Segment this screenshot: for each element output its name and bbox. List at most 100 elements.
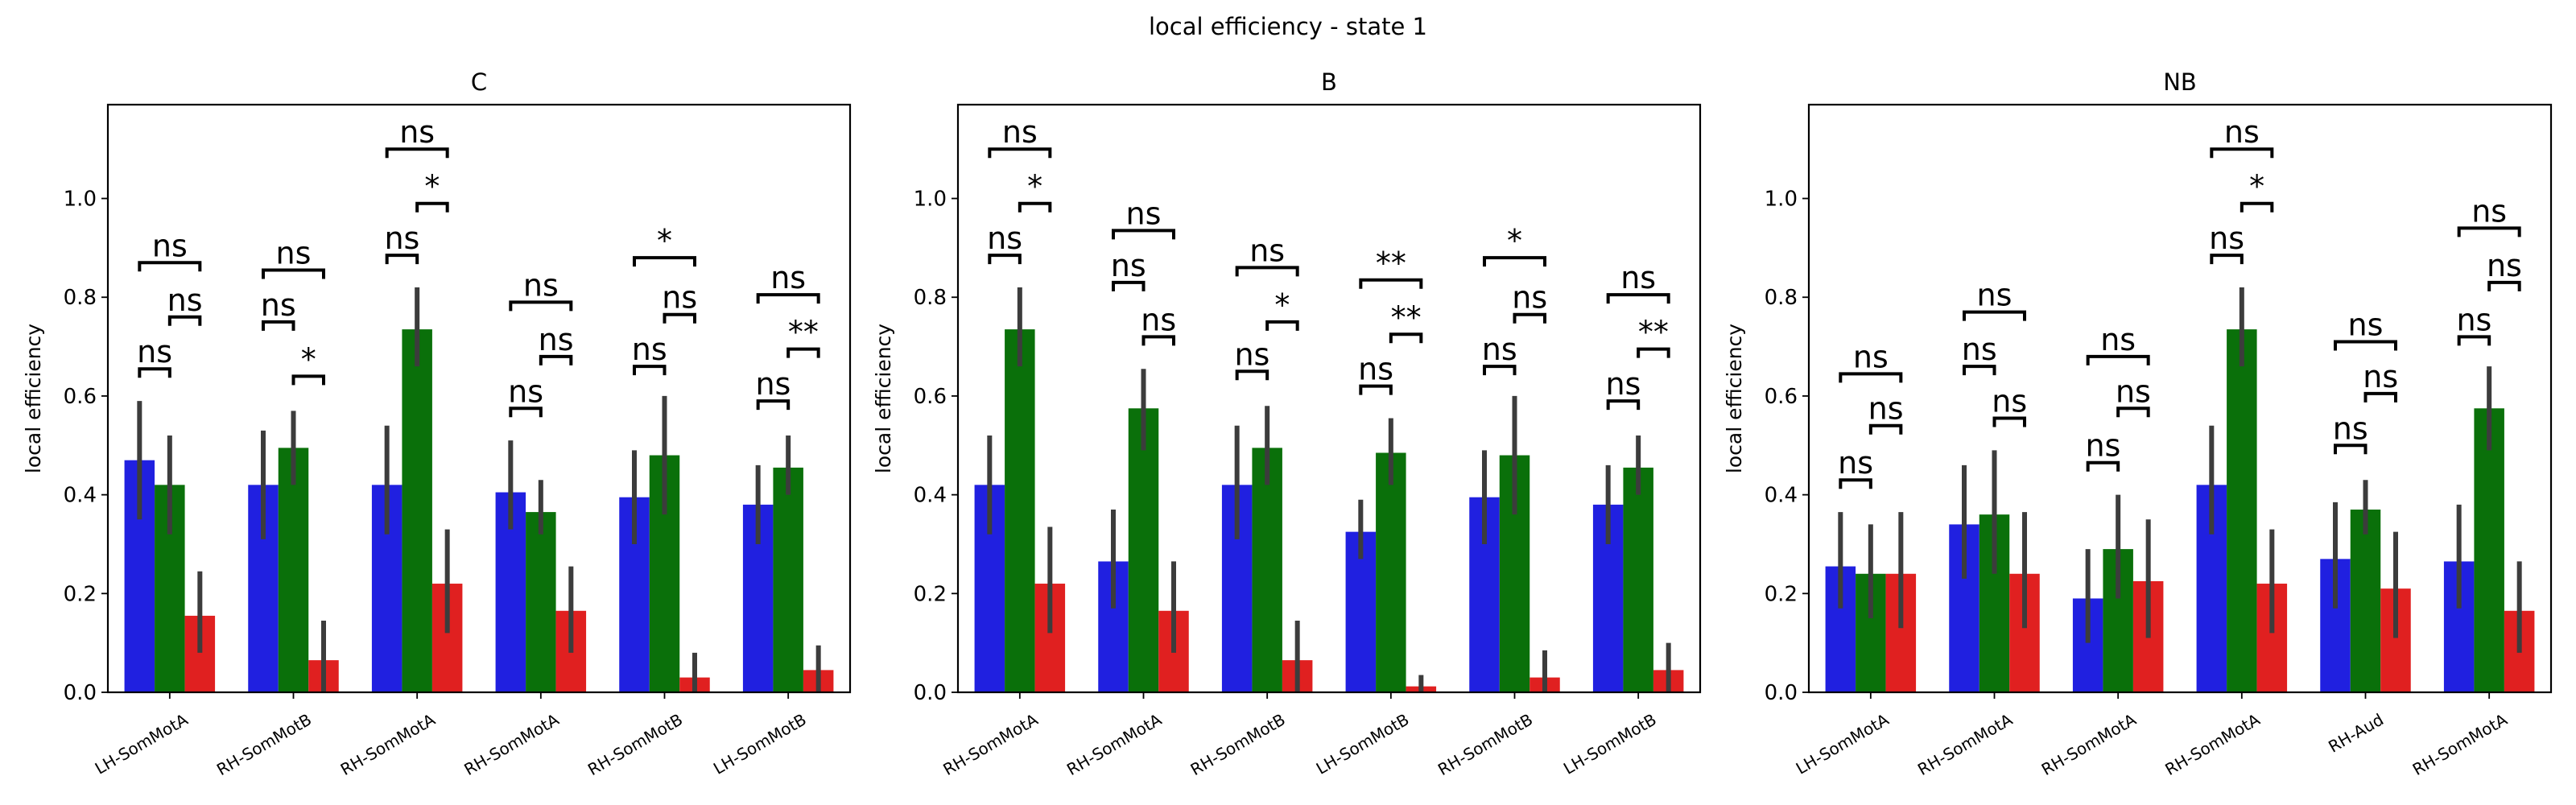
y-tick-label: 1.0 [1765,188,1798,212]
significance-label: ns [2333,411,2368,446]
bar [526,512,556,692]
x-tick-label: RH-SomMotA [2409,709,2511,779]
significance-bracket [663,312,696,324]
significance-label: * [2249,169,2264,204]
significance-label: ns [1512,280,1547,316]
significance-label: ns [523,267,559,303]
significance-bracket [1839,372,1903,383]
significance-label: ns [1234,336,1269,372]
significance-bracket [2086,460,2120,472]
significance-bracket [415,201,449,213]
y-tick-label: 0.6 [914,385,947,409]
significance-bracket [2487,280,2521,291]
significance-label: ns [539,322,574,357]
y-tick-label: 0.0 [1765,681,1798,705]
significance-label: ** [1638,315,1669,350]
significance-label: * [1274,287,1290,323]
bar [2227,329,2257,692]
significance-bracket [2240,201,2274,213]
x-tick-label: RH-SomMotA [1914,709,2016,779]
x-tick-label: LH-SomMotA [92,709,192,778]
plot-frame [1807,103,2553,694]
x-tick-label: RH-SomMotB [1187,710,1289,780]
x-tick-label: RH-SomMotA [337,709,439,779]
significance-label: ns [399,114,435,150]
significance-bracket [756,399,791,411]
significance-label: * [301,341,316,377]
significance-label: ns [276,236,312,271]
significance-bracket [1265,320,1299,331]
x-tick-label: RH-SomMotA [2038,709,2140,779]
bar [773,467,803,692]
panel-title: B [1321,68,1337,96]
significance-bracket [2210,147,2274,159]
y-tick-label: 0.2 [914,582,947,606]
y-tick-label: 0.8 [914,286,947,310]
significance-label: ** [1376,246,1406,281]
significance-bracket [988,254,1022,265]
significance-bracket [1963,310,2026,321]
y-tick-label: 0.0 [64,681,97,705]
x-tick-label: LH-SomMotB [710,710,810,778]
x-tick-label: RH-SomMotA [2161,709,2263,779]
significance-bracket [1839,478,1872,489]
significance-bracket [1018,201,1052,213]
significance-bracket [756,293,820,304]
significance-bracket [1235,369,1269,381]
significance-label: ns [1605,366,1641,402]
significance-label: ns [167,283,203,318]
bar [1128,408,1159,692]
x-tick-label: LH-SomMotA [1793,709,1893,778]
significance-bracket [2210,254,2244,265]
x-tick-label: LH-SomMotB [1560,710,1660,778]
significance-label: ns [1868,391,1904,427]
significance-label: ns [2348,307,2384,342]
significance-bracket [2457,335,2491,346]
significance-label: ns [1482,332,1517,367]
significance-label: * [424,169,440,204]
significance-label: ns [1126,196,1162,231]
panel-title: C [471,68,487,96]
significance-bracket [1389,332,1423,344]
y-tick-label: 1.0 [914,188,947,212]
panel-nb: NB local efficiency 0.0 0.2 0.4 0.6 0.8 1.0 LH-S… [1723,68,2553,779]
significance-label: ns [2116,374,2151,409]
significance-label: ns [1853,339,1889,374]
significance-bracket [262,268,325,279]
y-tick-label: 0.4 [1765,484,1798,508]
bar [1252,448,1282,692]
bar [1376,452,1406,692]
significance-bracket [2363,391,2397,402]
y-tick-label: 0.8 [64,286,97,310]
significance-bracket [1483,256,1546,267]
significance-bracket [1359,278,1423,289]
y-tick-label: 0.6 [64,385,97,409]
x-tick-label: RH-SomMotA [939,709,1041,779]
y-tick-label: 0.4 [64,484,97,508]
y-axis-label: local efficiency [872,324,895,473]
significance-label: ns [384,221,419,256]
significance-label: ns [1249,233,1285,268]
significance-label: ns [1992,384,2027,419]
significance-bracket [1141,335,1175,346]
significance-bracket [1963,365,1996,376]
significance-bracket [138,367,171,378]
x-tick-label: RH-Aud [2325,710,2387,757]
y-tick-label: 0.2 [1765,582,1798,606]
y-tick-label: 0.4 [914,484,947,508]
bar [1623,467,1653,692]
significance-bracket [385,254,419,265]
significance-label: ns [1141,302,1176,337]
significance-label: ns [1962,332,1997,367]
significance-label: * [1507,223,1522,258]
plot-frame [106,103,852,694]
significance-bracket [1606,399,1641,411]
significance-bracket [509,407,543,418]
significance-label: ns [662,280,697,316]
significance-bracket [385,147,449,159]
significance-bracket [291,374,325,386]
significance-bracket [633,256,696,267]
significance-bracket [1483,365,1517,376]
